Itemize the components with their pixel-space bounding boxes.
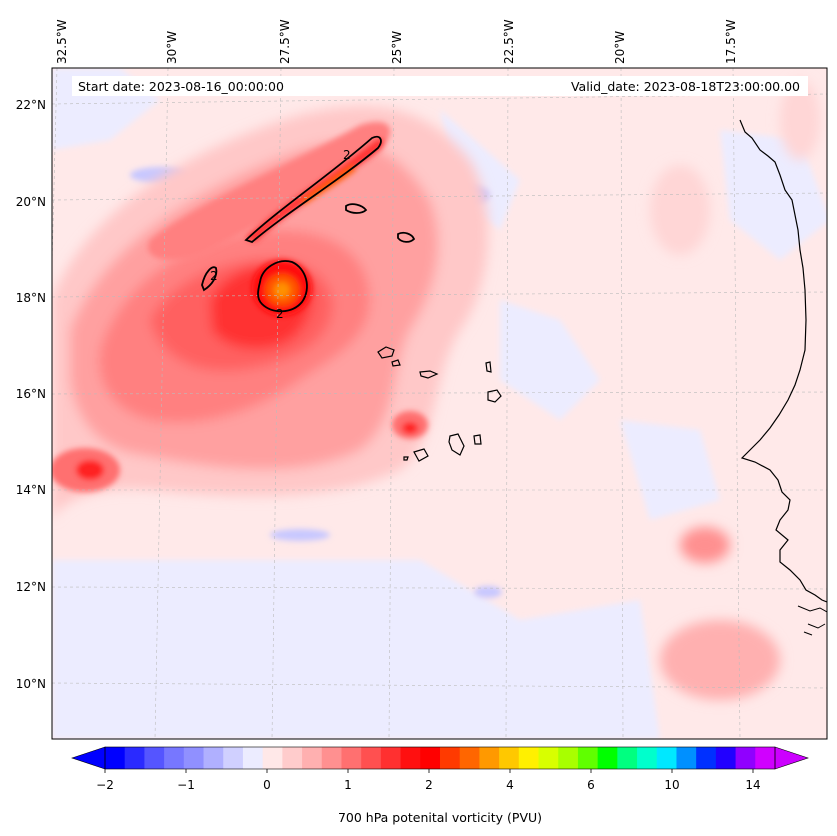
lat-label: 18°N — [16, 291, 46, 305]
colorbar-swatch — [735, 747, 756, 769]
colorbar-swatch — [321, 747, 343, 769]
valid-date: Valid_date: 2023-08-18T23:00:00.00 — [571, 79, 800, 94]
contour-label-west: 2 — [210, 269, 218, 283]
colorbar-swatch — [380, 747, 402, 769]
lon-label: 25°W — [390, 31, 404, 64]
colorbar-swatch — [499, 747, 520, 769]
colorbar-swatch — [164, 747, 185, 769]
lon-label: 20°W — [613, 31, 627, 64]
colorbar-low-extend — [72, 747, 105, 769]
colorbar-swatch — [183, 747, 205, 769]
colorbar-swatch — [262, 747, 283, 769]
colorbar-tick-labels: −2 −1 0 1 2 4 6 10 14 — [96, 778, 760, 792]
lon-label: 27.5°W — [278, 19, 292, 64]
colorbar-swatch — [597, 747, 618, 769]
colorbar-swatch — [223, 747, 244, 769]
start-date: Start date: 2023-08-16_00:00:00 — [78, 79, 284, 94]
colorbar-swatch — [124, 747, 146, 769]
colorbar-swatch — [282, 747, 303, 769]
colorbar-swatch — [203, 747, 224, 769]
colorbar-swatch — [577, 747, 599, 769]
pv-2-contours — [201, 135, 416, 313]
colorbar-swatch — [361, 747, 382, 769]
header-strip — [72, 76, 808, 96]
contour-core — [257, 260, 308, 313]
contour-west — [201, 266, 218, 292]
coastal-patches — [650, 80, 820, 700]
colorbar-swatch — [538, 747, 559, 769]
colorbar-swatch — [459, 747, 481, 769]
graticule — [52, 68, 827, 739]
colorbar: −2 −1 0 1 2 4 6 10 14 700 hPa potenital … — [71, 746, 809, 825]
map-frame — [51, 67, 828, 740]
colorbar-swatch — [420, 747, 441, 769]
latitude-labels: 22°N 20°N 18°N 16°N 14°N 12°N 10°N — [16, 98, 46, 691]
vortex-core — [252, 260, 312, 316]
lat-label: 10°N — [16, 677, 46, 691]
cb-tick-label: 1 — [344, 778, 352, 792]
cb-tick-label: 4 — [506, 778, 514, 792]
cabo-verde-islands — [377, 346, 502, 462]
colorbar-swatch — [617, 747, 638, 769]
lon-label: 30°W — [165, 31, 179, 64]
colorbar-swatch — [479, 747, 500, 769]
west-lobe — [52, 448, 120, 492]
lat-label: 20°N — [16, 195, 46, 209]
contour-band — [244, 135, 382, 244]
contour-label-band: 2 — [343, 148, 351, 162]
longitude-labels: 32.5°W 30°W 27.5°W 25°W 22.5°W 20°W 17.5… — [55, 19, 738, 64]
colorbar-swatch — [400, 747, 421, 769]
cb-tick-label: −2 — [96, 778, 114, 792]
lon-label: 32.5°W — [55, 19, 69, 64]
cb-tick-label: 2 — [425, 778, 433, 792]
cb-tick-label: 0 — [263, 778, 271, 792]
colorbar-swatch — [637, 747, 658, 769]
colorbar-swatch — [715, 747, 737, 769]
colorbar-swatch — [302, 747, 323, 769]
coast-detail — [797, 605, 827, 636]
colorbar-swatch — [105, 747, 126, 769]
colorbar-swatch — [696, 747, 717, 769]
african-coastline — [739, 119, 827, 603]
colorbar-swatch — [558, 747, 579, 769]
cb-tick-label: −1 — [177, 778, 195, 792]
colorbar-title: 700 hPa potenital vorticity (PVU) — [338, 810, 542, 825]
lat-label: 12°N — [16, 580, 46, 594]
colorbar-swatch — [518, 747, 540, 769]
colorbar-ticks — [104, 769, 754, 773]
colorbar-swatch — [755, 747, 776, 769]
map-panel: 2 2 2 — [52, 68, 827, 739]
cb-tick-label: 10 — [664, 778, 679, 792]
colorbar-high-outline — [774, 746, 809, 770]
colorbar-swatch — [440, 747, 461, 769]
contour-east-2 — [397, 231, 416, 243]
contour-label-core: 2 — [276, 307, 284, 321]
colorbar-swatches — [105, 747, 776, 769]
colorbar-swatch — [242, 747, 264, 769]
lat-label: 16°N — [16, 387, 46, 401]
lon-label: 17.5°W — [724, 19, 738, 64]
colorbar-swatch — [676, 747, 697, 769]
colorbar-low-outline — [71, 746, 106, 770]
colorbar-swatch — [144, 747, 165, 769]
lon-label: 22.5°W — [502, 19, 516, 64]
colorbar-swatch — [656, 747, 678, 769]
south-swirl — [392, 411, 428, 439]
colorbar-high-extend — [775, 747, 808, 769]
cb-tick-label: 14 — [745, 778, 760, 792]
lat-label: 14°N — [16, 483, 46, 497]
contour-east-1 — [345, 203, 368, 214]
colorbar-swatch — [341, 747, 362, 769]
cb-tick-label: 6 — [587, 778, 595, 792]
lat-label: 22°N — [16, 98, 46, 112]
